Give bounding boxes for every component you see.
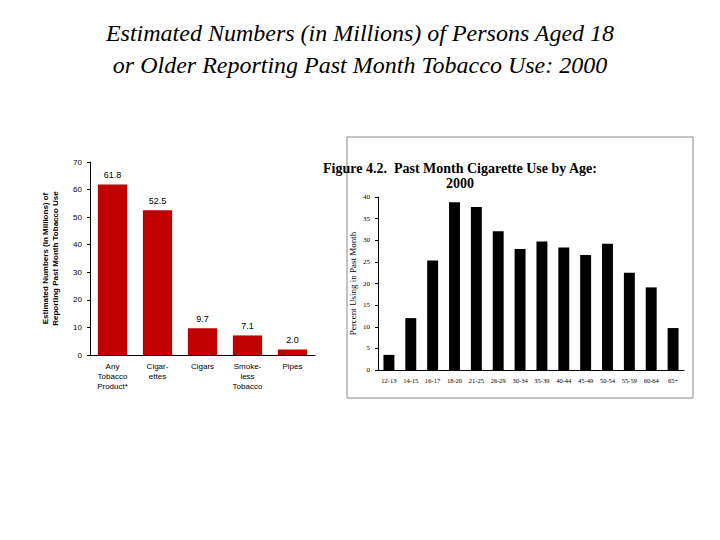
svg-text:55-59: 55-59 <box>622 377 637 384</box>
svg-text:less: less <box>240 372 254 381</box>
svg-text:20: 20 <box>363 280 371 288</box>
svg-text:50: 50 <box>73 213 82 222</box>
svg-text:Tobacco: Tobacco <box>233 382 263 391</box>
svg-text:61.8: 61.8 <box>104 170 122 180</box>
svg-text:52.5: 52.5 <box>149 196 167 206</box>
svg-text:Percent Using in Past Month: Percent Using in Past Month <box>348 231 358 335</box>
svg-text:20: 20 <box>73 295 82 304</box>
svg-text:50-54: 50-54 <box>600 377 616 384</box>
svg-text:14-15: 14-15 <box>403 377 418 384</box>
svg-text:35: 35 <box>363 215 371 223</box>
svg-text:30-34: 30-34 <box>512 377 528 384</box>
svg-text:ettes: ettes <box>149 372 166 381</box>
svg-text:26-29: 26-29 <box>491 377 506 384</box>
svg-text:70: 70 <box>73 158 82 167</box>
svg-text:30: 30 <box>73 268 82 277</box>
svg-text:5: 5 <box>367 344 371 352</box>
svg-text:Any: Any <box>106 362 120 371</box>
svg-text:9.7: 9.7 <box>196 314 209 324</box>
svg-text:Pipes: Pipes <box>282 362 302 371</box>
svg-text:40: 40 <box>363 193 371 201</box>
svg-text:0: 0 <box>78 351 83 360</box>
svg-text:Tobacco: Tobacco <box>98 372 128 381</box>
svg-text:65+: 65+ <box>668 377 679 384</box>
svg-text:45-49: 45-49 <box>578 377 593 384</box>
svg-text:Reporting Past Month Tobacco U: Reporting Past Month Tobacco Use <box>51 191 60 326</box>
svg-text:Estimated Numbers (in Millions: Estimated Numbers (in Millions) of Perso… <box>105 20 614 46</box>
svg-text:2000: 2000 <box>446 176 474 191</box>
svg-text:10: 10 <box>73 323 82 332</box>
svg-text:18-20: 18-20 <box>447 377 462 384</box>
svg-text:60: 60 <box>73 185 82 194</box>
svg-text:Smoke-: Smoke- <box>234 362 262 371</box>
svg-text:60-64: 60-64 <box>644 377 660 384</box>
svg-text:12-13: 12-13 <box>381 377 396 384</box>
svg-text:Estimated Numbers (in Millions: Estimated Numbers (in Millions) of <box>41 192 50 324</box>
svg-text:or Older Reporting Past Month: or Older Reporting Past Month Tobacco Us… <box>113 52 607 78</box>
svg-text:21-25: 21-25 <box>469 377 484 384</box>
svg-text:10: 10 <box>363 323 371 331</box>
svg-text:7.1: 7.1 <box>241 321 254 331</box>
svg-text:16-17: 16-17 <box>425 377 441 384</box>
svg-text:40-44: 40-44 <box>556 377 572 384</box>
svg-text:30: 30 <box>363 236 371 244</box>
svg-text:0: 0 <box>367 366 371 374</box>
svg-text:35-39: 35-39 <box>534 377 549 384</box>
svg-text:Product*: Product* <box>97 382 128 391</box>
svg-text:2.0: 2.0 <box>286 335 299 345</box>
svg-text:40: 40 <box>73 240 82 249</box>
svg-text:15: 15 <box>363 301 371 309</box>
svg-text:Cigar-: Cigar- <box>147 362 169 371</box>
svg-text:Figure 4.2. Past Month Cigare: Figure 4.2. Past Month Cigarette Use by … <box>323 161 597 176</box>
svg-text:25: 25 <box>363 258 371 266</box>
svg-text:Cigars: Cigars <box>191 362 214 371</box>
